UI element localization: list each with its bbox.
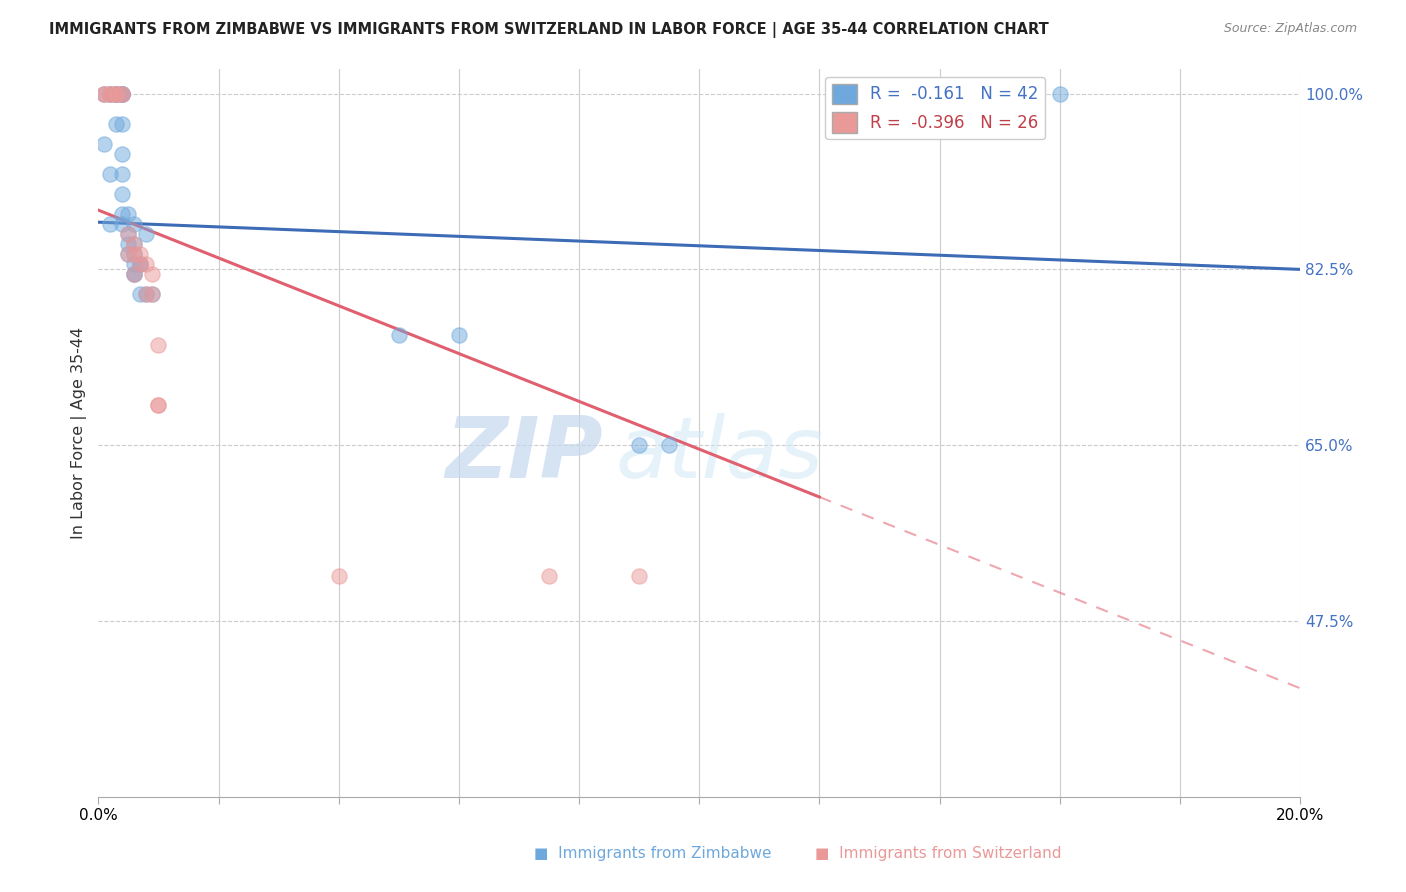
Point [117, 237, 139, 252]
Point [105, 87, 128, 101]
Point [124, 257, 146, 271]
Point [111, 87, 134, 101]
Text: ■  Immigrants from Switzerland: ■ Immigrants from Switzerland [815, 846, 1062, 861]
Point [111, 87, 134, 101]
Point [141, 287, 163, 301]
Text: atlas: atlas [614, 413, 823, 496]
Point [537, 568, 560, 582]
Point [98, 167, 121, 181]
Point [135, 257, 157, 271]
Point [98, 87, 121, 101]
Point [628, 438, 651, 452]
Legend: R =  -0.161   N = 42, R =  -0.396   N = 26: R = -0.161 N = 42, R = -0.396 N = 26 [825, 77, 1045, 139]
Point [111, 87, 134, 101]
Point [105, 87, 128, 101]
Point [447, 327, 470, 342]
Point [111, 117, 134, 131]
Point [135, 287, 157, 301]
Point [98, 87, 121, 101]
Point [111, 167, 134, 181]
Point [93, 87, 115, 101]
Point [658, 438, 681, 452]
Point [105, 87, 128, 101]
Point [93, 136, 115, 151]
Point [124, 237, 146, 252]
Text: IMMIGRANTS FROM ZIMBABWE VS IMMIGRANTS FROM SWITZERLAND IN LABOR FORCE | AGE 35-: IMMIGRANTS FROM ZIMBABWE VS IMMIGRANTS F… [49, 22, 1049, 38]
Point [117, 247, 139, 261]
Point [129, 257, 152, 271]
Point [148, 398, 170, 412]
Point [105, 87, 128, 101]
Point [117, 207, 139, 221]
Point [105, 87, 128, 101]
Point [111, 87, 134, 101]
Point [117, 227, 139, 242]
Point [129, 287, 152, 301]
Point [105, 117, 128, 131]
Point [124, 268, 146, 282]
Point [148, 337, 170, 351]
Text: ZIP: ZIP [446, 413, 603, 496]
Point [98, 87, 121, 101]
Point [117, 247, 139, 261]
Point [124, 268, 146, 282]
Point [1049, 87, 1071, 101]
Point [124, 247, 146, 261]
Point [111, 187, 134, 202]
Point [124, 217, 146, 231]
Point [111, 217, 134, 231]
Point [129, 257, 152, 271]
Point [93, 87, 115, 101]
Point [129, 257, 152, 271]
Point [135, 227, 157, 242]
Point [388, 327, 411, 342]
Point [105, 87, 128, 101]
Point [328, 568, 350, 582]
Point [141, 268, 163, 282]
Point [148, 398, 170, 412]
Point [111, 87, 134, 101]
Point [124, 237, 146, 252]
Point [111, 207, 134, 221]
Point [141, 287, 163, 301]
Text: Source: ZipAtlas.com: Source: ZipAtlas.com [1223, 22, 1357, 36]
Point [98, 217, 121, 231]
Point [135, 287, 157, 301]
Point [129, 247, 152, 261]
Point [93, 87, 115, 101]
Y-axis label: In Labor Force | Age 35-44: In Labor Force | Age 35-44 [72, 326, 87, 539]
Point [105, 87, 128, 101]
Point [111, 87, 134, 101]
Point [98, 87, 121, 101]
Point [117, 227, 139, 242]
Point [628, 568, 651, 582]
Point [124, 247, 146, 261]
Point [111, 147, 134, 161]
Text: ■  Immigrants from Zimbabwe: ■ Immigrants from Zimbabwe [534, 846, 772, 861]
Point [124, 268, 146, 282]
